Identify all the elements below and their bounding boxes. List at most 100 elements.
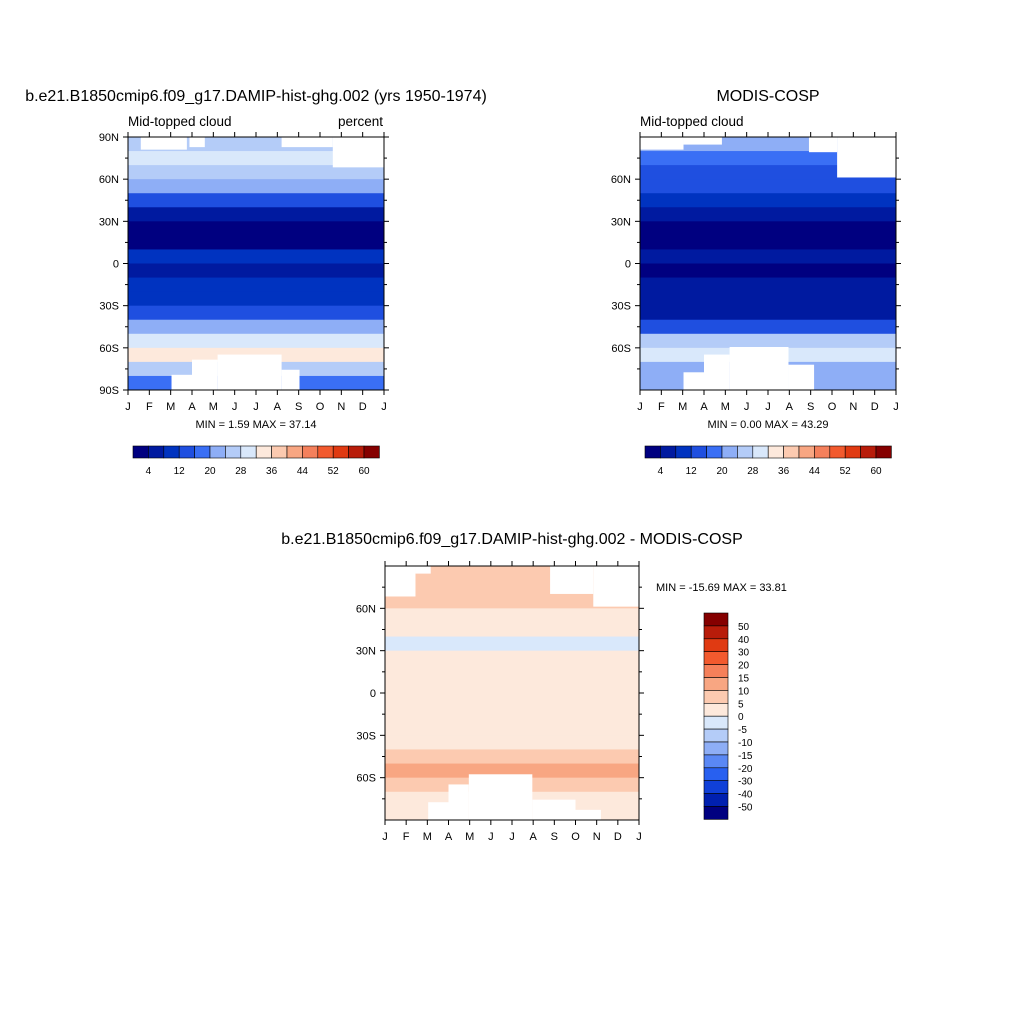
colorbar-swatch	[721, 445, 738, 459]
y-tick-label: 0	[370, 688, 376, 700]
missing-data-mask	[448, 784, 469, 820]
x-tick-label: F	[658, 401, 665, 413]
colorbar-swatch	[703, 638, 729, 652]
colorbar-label: 5	[738, 699, 744, 710]
x-tick-label: M	[209, 401, 218, 413]
colorbar-label: -5	[738, 725, 747, 736]
colorbar-swatch	[675, 445, 692, 459]
panel-diff-stats: MIN = -15.69 MAX = 33.81	[656, 582, 787, 594]
colorbar-swatch	[286, 445, 303, 459]
colorbar-swatch	[767, 445, 784, 459]
colorbar-swatch	[132, 445, 149, 459]
panel-model-right-label: percent	[338, 114, 383, 129]
missing-data-mask	[281, 137, 333, 148]
x-tick-label: O	[828, 401, 837, 413]
missing-data-mask	[189, 137, 205, 148]
x-tick-label: J	[637, 401, 643, 413]
contour-band	[640, 263, 896, 279]
contour-band	[640, 207, 896, 222]
contour-band	[640, 151, 896, 166]
missing-data-mask	[415, 566, 431, 574]
colorbar-label: -20	[738, 764, 753, 775]
contour-band	[128, 179, 384, 194]
y-tick-label: 0	[113, 259, 119, 271]
y-tick-label: 60N	[356, 603, 376, 615]
contour-band	[128, 277, 384, 293]
colorbar-swatch	[703, 728, 729, 743]
contour-band	[128, 319, 384, 335]
panel-diff-contour-field	[384, 565, 640, 821]
missing-data-mask	[593, 566, 639, 607]
colorbar-label: 20	[738, 661, 750, 672]
x-tick-label: J	[488, 831, 494, 843]
missing-data-mask	[140, 137, 187, 150]
x-tick-label: M	[721, 401, 730, 413]
x-tick-label: J	[253, 401, 259, 413]
missing-data-mask	[729, 346, 789, 390]
colorbar-swatch	[703, 651, 729, 665]
colorbar-swatch	[703, 793, 729, 807]
x-tick-label: M	[678, 401, 687, 413]
x-tick-label: A	[188, 401, 196, 413]
contour-band	[128, 305, 384, 321]
panel-obs-left-label: Mid-topped cloud	[640, 114, 744, 129]
colorbar-swatch	[703, 806, 729, 820]
colorbar-swatch	[690, 445, 707, 459]
x-tick-label: J	[382, 831, 388, 843]
contour-band	[640, 319, 896, 335]
x-tick-label: A	[786, 401, 794, 413]
y-tick-label: 30S	[356, 730, 376, 742]
contour-band	[640, 249, 896, 264]
colorbar-label: 4	[658, 466, 664, 477]
contour-band	[128, 249, 384, 264]
contour-band	[128, 333, 384, 349]
missing-data-mask	[332, 137, 384, 168]
contour-band	[640, 221, 896, 236]
colorbar-label: 12	[686, 466, 698, 477]
colorbar-swatch	[703, 715, 729, 730]
contour-band	[128, 221, 384, 236]
colorbar-swatch	[660, 445, 677, 459]
contour-band	[128, 207, 384, 222]
x-tick-label: J	[232, 401, 238, 413]
x-tick-label: J	[125, 401, 131, 413]
contour-band	[385, 749, 639, 765]
contour-band	[385, 650, 639, 666]
colorbar-label: 12	[174, 466, 186, 477]
contour-band	[385, 763, 639, 779]
panel-model-contour-field	[127, 136, 385, 391]
colorbar-label: 44	[809, 466, 821, 477]
panel-obs-contour-field	[639, 136, 897, 391]
colorbar-label: -10	[738, 738, 753, 749]
missing-data-mask	[683, 137, 722, 145]
x-tick-label: M	[166, 401, 175, 413]
colorbar-swatch	[225, 445, 242, 459]
missing-data-mask	[640, 137, 684, 150]
x-tick-label: J	[636, 831, 642, 843]
contour-band	[385, 664, 639, 680]
colorbar-swatch	[240, 445, 257, 459]
colorbar-swatch	[302, 445, 319, 459]
contour-band	[640, 179, 896, 194]
colorbar-swatch	[703, 664, 729, 678]
colorbar-swatch	[148, 445, 165, 459]
colorbar-swatch	[644, 445, 661, 459]
x-tick-label: N	[849, 401, 857, 413]
colorbar-label: 40	[738, 635, 750, 646]
contour-band	[385, 707, 639, 722]
colorbar-swatch	[798, 445, 815, 459]
colorbar-swatch	[703, 741, 729, 756]
y-tick-label: 60S	[99, 343, 119, 355]
missing-data-mask	[788, 364, 815, 390]
missing-data-mask	[837, 137, 896, 178]
colorbar-swatch	[703, 612, 729, 627]
missing-data-mask	[192, 359, 218, 390]
panel-obs-stats: MIN = 0.00 MAX = 43.29	[707, 419, 828, 431]
panel-model-left-label: Mid-topped cloud	[128, 114, 232, 129]
y-tick-label: 30S	[99, 301, 119, 313]
colorbar-swatch	[255, 445, 272, 459]
missing-data-mask	[385, 566, 416, 597]
colorbar-swatch	[844, 445, 861, 459]
x-tick-label: A	[529, 831, 537, 843]
